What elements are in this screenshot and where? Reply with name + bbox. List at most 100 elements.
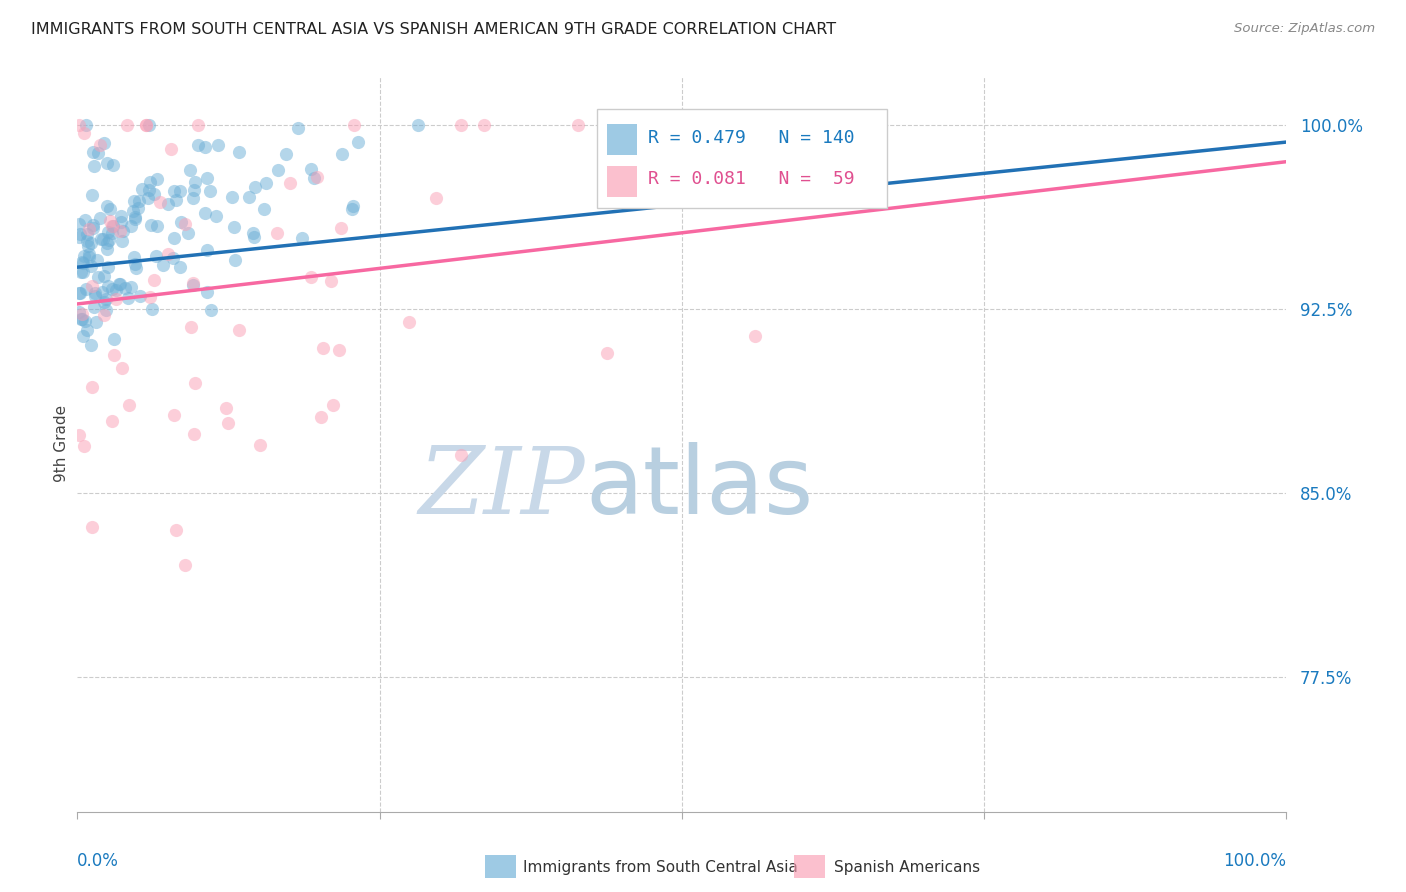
Point (105, 283, 128, 297)
Point (249, 438, 271, 452)
Text: R = 0.081   N =  59: R = 0.081 N = 59 (648, 170, 855, 188)
Point (72, 126, 94, 140)
Point (170, 215, 193, 229)
Point (82, 520, 104, 534)
Point (330, 147, 353, 161)
Point (169, 260, 191, 274)
Point (77, 247, 100, 261)
Point (100, 214, 122, 228)
Point (146, 219, 169, 233)
Point (103, 219, 125, 234)
Point (80, 187, 103, 202)
Point (122, 250, 145, 264)
Point (152, 258, 174, 272)
Point (76, 323, 98, 337)
Point (195, 171, 218, 186)
Point (67, 285, 90, 300)
Point (205, 209, 228, 223)
Text: IMMIGRANTS FROM SOUTH CENTRAL ASIA VS SPANISH AMERICAN 9TH GRADE CORRELATION CHA: IMMIGRANTS FROM SOUTH CENTRAL ASIA VS SP… (31, 22, 837, 37)
Point (198, 184, 221, 198)
Point (79, 259, 101, 273)
Point (103, 333, 125, 347)
Point (146, 172, 169, 186)
Point (101, 414, 124, 428)
Point (228, 145, 250, 160)
Point (174, 217, 197, 231)
Point (138, 118, 160, 132)
Point (157, 247, 180, 261)
Point (82, 218, 104, 232)
Point (343, 118, 366, 132)
Point (322, 398, 344, 412)
Point (93, 295, 115, 310)
Point (340, 202, 363, 216)
Point (96, 236, 118, 251)
Point (135, 118, 157, 132)
Point (160, 142, 183, 156)
Point (86, 253, 108, 268)
Point (72, 249, 94, 263)
Point (97, 226, 120, 240)
Point (77, 250, 100, 264)
Point (183, 175, 205, 189)
Point (305, 169, 328, 184)
Point (89, 137, 111, 152)
Point (117, 118, 139, 132)
Point (149, 194, 172, 209)
Point (342, 199, 364, 213)
Text: R = 0.479   N = 140: R = 0.479 N = 140 (648, 128, 855, 147)
Point (96, 242, 118, 256)
Point (183, 183, 205, 197)
Point (450, 448, 472, 462)
Point (111, 234, 134, 248)
Point (72, 265, 94, 279)
Point (101, 158, 124, 172)
Point (76, 239, 98, 253)
Point (117, 291, 139, 305)
Point (97, 279, 120, 293)
Point (77, 222, 100, 236)
Point (84, 314, 107, 328)
Point (280, 176, 302, 190)
Point (86, 145, 108, 160)
Point (141, 301, 163, 316)
Point (82, 221, 104, 235)
Point (187, 137, 209, 152)
Point (110, 209, 132, 223)
Point (111, 224, 134, 238)
Point (93, 268, 115, 283)
Point (97, 233, 120, 247)
Point (79, 235, 101, 250)
Point (70, 311, 93, 326)
Text: ZIP: ZIP (419, 443, 585, 533)
Point (181, 278, 204, 293)
Point (122, 194, 145, 209)
Point (83, 159, 105, 173)
Point (319, 274, 342, 288)
Point (425, 191, 447, 205)
FancyBboxPatch shape (607, 124, 637, 155)
Point (96, 199, 118, 213)
Point (80, 279, 103, 293)
Point (83, 300, 105, 314)
Point (174, 558, 197, 572)
Point (69, 227, 91, 241)
Point (156, 197, 179, 211)
Point (90, 232, 112, 246)
Point (97, 260, 120, 274)
Point (181, 191, 204, 205)
Point (744, 328, 766, 343)
Point (67, 118, 90, 132)
Point (163, 230, 186, 244)
Point (70, 255, 93, 269)
Point (266, 227, 288, 241)
Point (242, 226, 264, 240)
Point (87, 270, 110, 285)
Point (101, 219, 124, 234)
Point (114, 281, 136, 295)
Point (253, 202, 276, 217)
Point (94, 292, 117, 306)
Point (101, 226, 124, 240)
Point (299, 269, 322, 284)
Point (187, 118, 209, 132)
